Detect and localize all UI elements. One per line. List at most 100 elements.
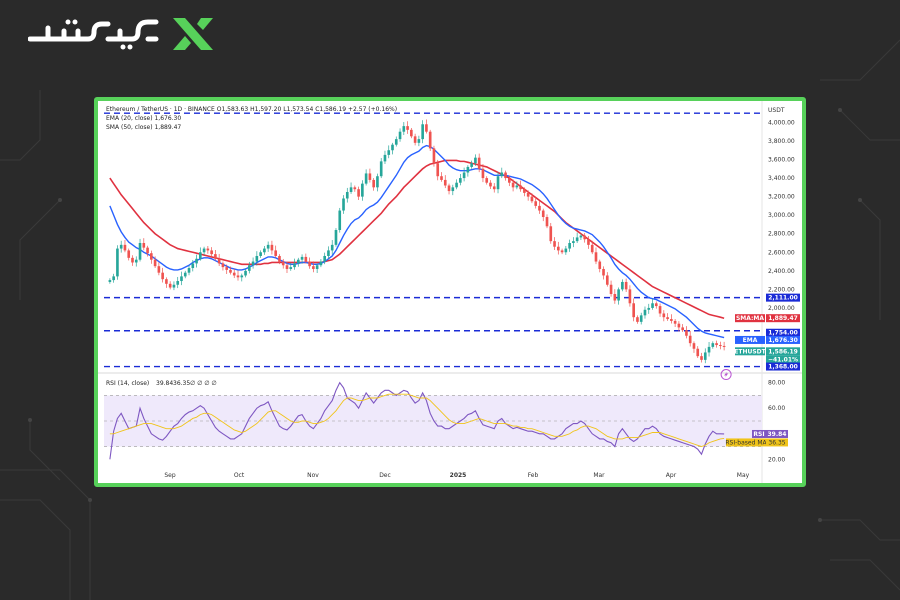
- candle-body: [255, 255, 259, 262]
- candle-body: [383, 154, 387, 162]
- currency-label: USDT: [768, 107, 785, 114]
- ema-legend: EMA (20, close) 1,676.30: [106, 115, 181, 122]
- rsi-legend-placeholders: ∅ ∅ ∅ ∅: [190, 380, 217, 387]
- sma-legend: SMA (50, close) 1,889.47: [106, 124, 181, 131]
- candle-body: [541, 210, 545, 218]
- candle-body: [387, 150, 391, 155]
- candle-body: [677, 323, 681, 328]
- candle-body: [636, 317, 639, 322]
- candle-body: [579, 235, 583, 238]
- alert-bolt-icon[interactable]: [720, 369, 732, 381]
- candle-body: [278, 255, 281, 262]
- rsi-ma-line: [109, 393, 725, 448]
- sma-tag-value: 1,889.47: [768, 315, 798, 322]
- candle-body: [432, 148, 436, 164]
- candle-body: [496, 176, 500, 190]
- rsi-ma-tag-value: 36.35: [768, 439, 785, 446]
- candle-body: [165, 279, 168, 284]
- candle-body: [485, 178, 489, 183]
- x-tick-label: Apr: [666, 472, 677, 479]
- candle-body: [123, 244, 127, 251]
- candle-body: [553, 241, 556, 247]
- candle-body: [323, 255, 326, 262]
- candle-body: [150, 253, 153, 260]
- x-tick-label: Oct: [234, 472, 245, 479]
- candle-body: [229, 269, 232, 273]
- candle-body: [459, 178, 462, 183]
- candle-body: [523, 189, 526, 193]
- candle-body: [492, 186, 496, 190]
- symbol-change: −41.01%: [768, 356, 798, 363]
- candle-body: [696, 348, 700, 357]
- candle-body: [187, 268, 191, 273]
- candle-body: [447, 185, 451, 192]
- candle-body: [489, 182, 492, 187]
- price-chart[interactable]: USDT 4,000.00 3,800.00 3,600.00 3,400.00 3,20…: [98, 101, 802, 483]
- rsi-y-tick: 60.00: [768, 405, 785, 412]
- candle-body: [707, 346, 711, 353]
- y-tick-label: 3,800.00: [768, 138, 795, 145]
- candle-body: [214, 254, 217, 259]
- candle-body: [168, 283, 172, 288]
- candle-body: [508, 178, 511, 183]
- candle-body: [504, 172, 507, 179]
- sma-50-line: [109, 159, 725, 319]
- rsi-ma-tag-name: RSI-based MA: [725, 439, 767, 446]
- candle-body: [131, 257, 134, 263]
- candle-body: [368, 173, 372, 180]
- candle-body: [605, 275, 609, 285]
- rsi-legend: RSI (14, close): [106, 380, 149, 387]
- candle-body: [530, 196, 534, 202]
- candle-body: [327, 250, 330, 256]
- candle-body: [515, 185, 519, 188]
- y-tick-label: 4,000.00: [768, 119, 795, 126]
- symbol-tag-value: 1,586.19: [768, 348, 798, 355]
- candle-body: [538, 205, 541, 211]
- candle-body: [692, 343, 696, 349]
- candle-body: [549, 226, 553, 242]
- candle-body: [443, 179, 447, 186]
- candle-body: [534, 201, 538, 206]
- candle-body: [575, 237, 579, 242]
- candle-body: [138, 243, 142, 260]
- candle-body: [376, 176, 379, 188]
- candle-body: [481, 168, 485, 179]
- candle-body: [134, 259, 138, 263]
- candle-body: [466, 166, 470, 173]
- rsi-y-tick: 80.00: [768, 380, 785, 387]
- rsi-ma-tag-value-box: [766, 438, 788, 447]
- candle-body: [153, 259, 157, 267]
- candle-body: [462, 172, 466, 179]
- candle-body: [598, 261, 602, 269]
- candle-body: [119, 244, 123, 249]
- rsi-tag-name-box: [752, 429, 766, 438]
- candle-body: [647, 307, 651, 310]
- x-tick-label: Nov: [307, 472, 319, 479]
- rsi-legend-value: 39.84: [156, 380, 173, 387]
- candle-body: [568, 243, 571, 249]
- y-tick-label: 2,000.00: [768, 305, 795, 312]
- candle-body: [590, 244, 594, 253]
- candle-body: [583, 235, 587, 240]
- candle-body: [334, 230, 338, 245]
- y-tick-label: 3,200.00: [768, 194, 795, 201]
- candle-body: [251, 261, 255, 266]
- candle-body: [232, 272, 236, 276]
- candle-body: [379, 161, 383, 177]
- candle-body: [632, 303, 635, 318]
- candle-body: [700, 356, 703, 360]
- candle-body: [195, 258, 198, 264]
- candle-body: [364, 173, 368, 184]
- rsi-line: [109, 381, 725, 460]
- chart-panel: USDT 4,000.00 3,800.00 3,600.00 3,400.00 3,20…: [94, 97, 806, 487]
- candle-body: [353, 187, 357, 190]
- y-tick-label: 2,800.00: [768, 231, 795, 238]
- candle-body: [315, 265, 319, 269]
- candle-body: [391, 144, 394, 151]
- candle-body: [406, 126, 409, 130]
- y-tick-label: 2,200.00: [768, 286, 795, 293]
- candle-body: [293, 263, 296, 268]
- sma-tag-value-box: [766, 314, 800, 323]
- symbol-tag-name-box: [735, 347, 765, 356]
